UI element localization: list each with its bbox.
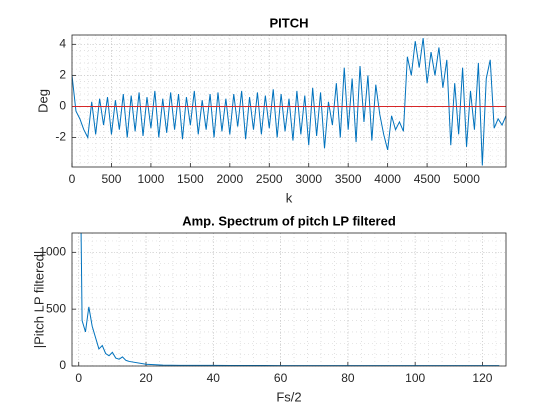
x-tick-label: 80 — [341, 371, 355, 385]
x-tick-label: 5000 — [453, 172, 480, 186]
y-tick-label: 1000 — [39, 244, 66, 258]
data-line — [72, 38, 506, 166]
y-axis-label: |Pitch LP filtered| — [31, 251, 46, 349]
x-tick-label: 4500 — [414, 172, 441, 186]
x-tick-label: 20 — [139, 371, 153, 385]
x-tick-label: 2000 — [216, 172, 243, 186]
y-tick-label: 500 — [46, 301, 66, 315]
y-tick-label: 0 — [59, 99, 66, 113]
x-tick-label: 1500 — [177, 172, 204, 186]
x-axis-label: k — [286, 190, 293, 205]
x-tick-label: 4000 — [374, 172, 401, 186]
x-axis-label: Fs/2 — [276, 389, 301, 404]
y-tick-label: 2 — [59, 68, 66, 82]
x-tick-label: 3000 — [295, 172, 322, 186]
x-tick-label: 3500 — [335, 172, 362, 186]
x-tick-label: 100 — [405, 371, 425, 385]
y-tick-label: 0 — [59, 358, 66, 372]
x-tick-label: 0 — [69, 172, 76, 186]
x-tick-label: 120 — [472, 371, 492, 385]
y-tick-label: 4 — [59, 36, 66, 50]
x-tick-label: 500 — [101, 172, 121, 186]
axes-frame — [71, 232, 507, 367]
y-tick-label: -2 — [55, 130, 66, 144]
x-tick-label: 0 — [75, 371, 82, 385]
x-tick-label: 2500 — [256, 172, 283, 186]
x-tick-label: 1000 — [138, 172, 165, 186]
plot-area — [72, 233, 506, 366]
axes-frame — [71, 34, 507, 168]
y-axis-label: Deg — [35, 89, 50, 113]
x-tick-label: 40 — [207, 371, 221, 385]
chart-title: PITCH — [270, 15, 309, 30]
x-tick-label: 60 — [274, 371, 288, 385]
chart-title: Amp. Spectrum of pitch LP filtered — [182, 213, 396, 228]
